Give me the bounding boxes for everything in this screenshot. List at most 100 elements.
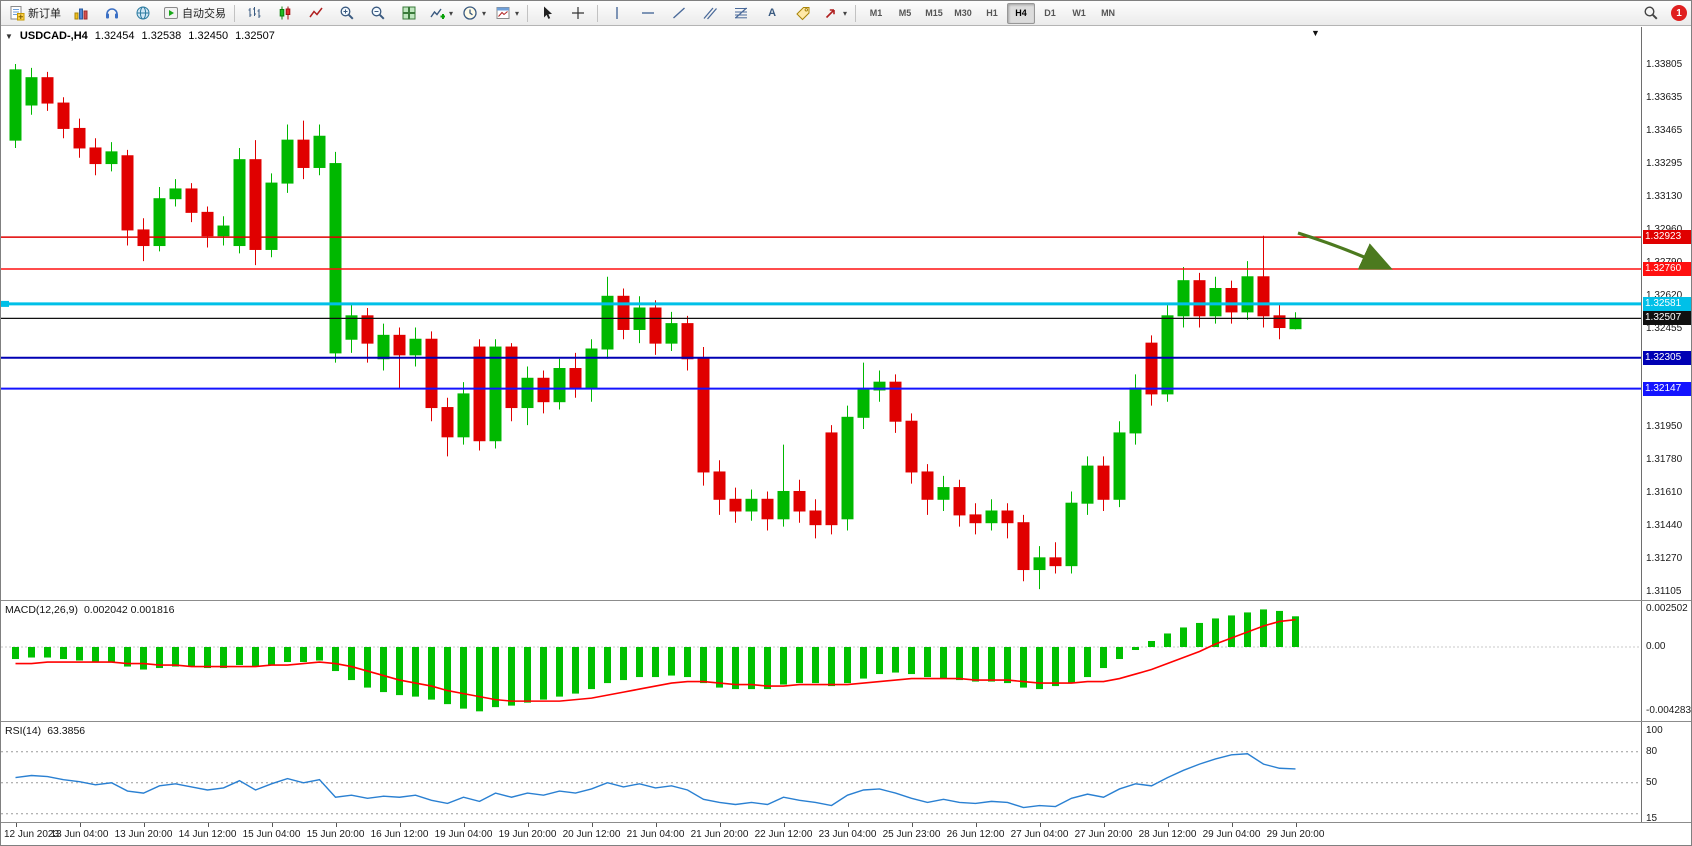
- chart-candles-button[interactable]: [270, 2, 300, 25]
- rsi-scale-label: 15: [1646, 812, 1658, 824]
- timeframe-M30[interactable]: M30: [954, 8, 972, 18]
- macd-scale-label: 0.002502: [1646, 603, 1688, 614]
- price-axis-label: 1.31105: [1646, 586, 1682, 597]
- new-order-button[interactable]: 新订单: [5, 2, 65, 25]
- fibonacci-icon: [735, 7, 748, 19]
- cursor-icon: [544, 6, 553, 19]
- chart-line-button[interactable]: [301, 2, 331, 25]
- text-tool-button[interactable]: A: [757, 2, 787, 25]
- price-axis-label: 1.33130: [1646, 190, 1683, 202]
- ohlc-close: 1.32507: [235, 30, 275, 42]
- tile-windows-button[interactable]: [394, 2, 424, 25]
- indicators-button[interactable]: ▾: [425, 2, 457, 25]
- price-axis-label: 1.33805: [1646, 59, 1683, 70]
- time-axis-label: 27 Jun 20:00: [1074, 829, 1133, 840]
- ohlc-open: 1.32454: [94, 30, 135, 42]
- price-axis[interactable]: 1.33805 1.33635 1.33465 1.33295 1.33130 1.329…: [1641, 27, 1691, 600]
- time-axis-tick: [1231, 823, 1233, 827]
- templates-button[interactable]: ▾: [491, 2, 523, 25]
- auto-trading-button[interactable]: 自动交易: [159, 2, 230, 25]
- time-axis-tick: [79, 823, 81, 827]
- time-axis-tick: [975, 823, 977, 827]
- timeframe-H4[interactable]: H4: [1007, 2, 1036, 24]
- text-tool-icon: A: [768, 7, 777, 19]
- crosshair-button[interactable]: [563, 2, 593, 25]
- timeframe-W1[interactable]: W1: [1072, 8, 1086, 18]
- label-tool-button[interactable]: [788, 2, 818, 25]
- time-axis-tick: [1103, 823, 1105, 827]
- timeframe-M1[interactable]: M1: [869, 8, 883, 18]
- price-axis-label: 1.31610: [1646, 487, 1683, 499]
- new-order-icon: [10, 6, 25, 21]
- ohlc-low: 1.32450: [188, 30, 229, 42]
- macd-canvas[interactable]: [1, 601, 1641, 721]
- new-order-label: 新订单: [28, 8, 61, 20]
- chart-shift-marker[interactable]: ▼: [1311, 28, 1320, 38]
- price-chart-canvas[interactable]: [1, 27, 1641, 600]
- macd-scale-label: 0.00: [1646, 641, 1666, 652]
- macd-panel[interactable]: MACD(12,26,9) 0.002042 0.001816 0.002502…: [1, 600, 1691, 721]
- timeframe-MN[interactable]: MN: [1101, 8, 1116, 18]
- rsi-scale-axis[interactable]: 100 80 50 15: [1641, 722, 1691, 824]
- time-axis-tick: [1167, 823, 1169, 827]
- hline-price-badge: 1.32923: [1643, 230, 1691, 245]
- time-axis-label: 13 Jun 04:00: [50, 829, 109, 840]
- arrows-tool-button[interactable]: ▾: [819, 2, 851, 25]
- time-axis-label: 13 Jun 20:00: [114, 829, 173, 840]
- ohlc-bars-icon: [248, 7, 261, 18]
- zoom-out-button[interactable]: [363, 2, 393, 25]
- cursor-button[interactable]: [532, 2, 562, 25]
- trendline-tool-button[interactable]: [664, 2, 694, 25]
- horizontal-line-tool-button[interactable]: [633, 2, 663, 25]
- rsi-scale-label: 100: [1646, 725, 1663, 736]
- periods-button[interactable]: ▾: [458, 2, 490, 25]
- main-toolbar: 新订单 自动交易: [1, 1, 1691, 26]
- main-chart-panel[interactable]: ▼ USDCAD-,H4 1.32454 1.32538 1.32450 1.3…: [1, 27, 1691, 600]
- horizontal-line-icon: [642, 12, 655, 14]
- price-axis-label: 1.32455: [1646, 322, 1683, 334]
- zoom-out-icon: [371, 6, 385, 20]
- notification-badge[interactable]: 1: [1671, 5, 1687, 21]
- rsi-panel[interactable]: RSI(14) 63.3856 100 80 50 15: [1, 721, 1691, 824]
- toolbar-separator: [527, 4, 529, 22]
- vertical-line-tool-button[interactable]: [602, 2, 632, 25]
- time-axis-tick: [719, 823, 721, 827]
- macd-values: 0.002042 0.001816: [83, 604, 175, 616]
- timeframe-M5[interactable]: M5: [898, 8, 912, 18]
- auto-trading-play-icon: [164, 7, 178, 19]
- navigator-button[interactable]: [128, 2, 158, 25]
- timeframe-H1[interactable]: H1: [986, 8, 998, 18]
- timeframe-M15[interactable]: M15: [925, 8, 943, 18]
- time-axis-tick: [143, 823, 145, 827]
- toolbar-separator: [855, 4, 857, 22]
- chart-window: ▼ USDCAD-,H4 1.32454 1.32538 1.32450 1.3…: [1, 27, 1691, 845]
- charts-button[interactable]: [66, 2, 96, 25]
- objects-dropdown-icon[interactable]: ▼: [5, 31, 13, 41]
- fibonacci-tool-button[interactable]: [726, 2, 756, 25]
- template-icon: [496, 7, 510, 19]
- price-axis-label: 1.31270: [1646, 553, 1683, 565]
- time-axis-label: 19 Jun 20:00: [498, 829, 557, 840]
- timeframe-toolbar: M1 M5 M15 M30 H1 H4 D1 W1 MN: [862, 2, 1122, 24]
- channel-tool-button[interactable]: [695, 2, 725, 25]
- search-button[interactable]: [1636, 2, 1666, 25]
- time-axis[interactable]: 12 Jun 2023 13 Jun 04:00 13 Jun 20:00 14 Ju…: [1, 822, 1691, 845]
- price-axis-label: 1.31950: [1646, 421, 1683, 433]
- time-axis-tick: [399, 823, 401, 827]
- rsi-label: RSI(14) 63.3856: [5, 725, 85, 737]
- current-price-badge: 1.32507: [1643, 311, 1691, 326]
- rsi-canvas[interactable]: [1, 722, 1641, 822]
- time-axis-label: 26 Jun 12:00: [946, 829, 1005, 840]
- line-chart-icon: [309, 7, 323, 18]
- rsi-scale-label: 80: [1646, 745, 1658, 757]
- time-axis-label: 22 Jun 12:00: [754, 829, 813, 840]
- market-watch-button[interactable]: [97, 2, 127, 25]
- macd-scale-axis[interactable]: 0.002502 0.00 -0.004283: [1641, 601, 1691, 721]
- chart-bars-button[interactable]: [239, 2, 269, 25]
- time-axis-tick: [911, 823, 913, 827]
- zoom-in-button[interactable]: [332, 2, 362, 25]
- time-axis-label: 16 Jun 12:00: [370, 829, 429, 840]
- timeframe-D1[interactable]: D1: [1044, 8, 1056, 18]
- price-axis-label: 1.32620: [1646, 289, 1683, 301]
- price-axis-label: 1.32960: [1646, 224, 1682, 236]
